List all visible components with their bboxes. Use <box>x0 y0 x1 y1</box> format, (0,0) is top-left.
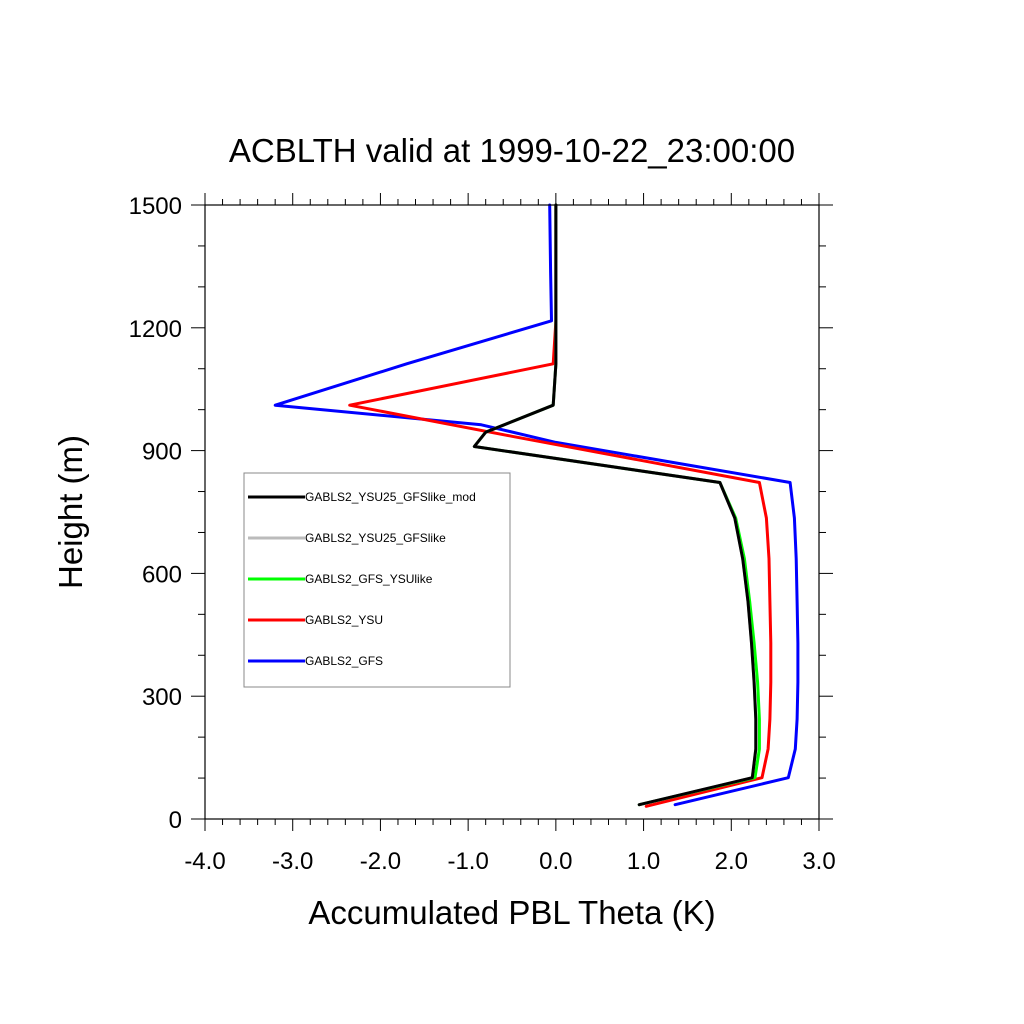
y-tick-label: 0 <box>169 807 182 834</box>
legend: GABLS2_YSU25_GFSlike_mod GABLS2_YSU25_GFS… <box>243 472 511 688</box>
x-tick-label: -4.0 <box>184 848 225 875</box>
y-tick-label: 300 <box>142 684 182 711</box>
tick-labels-group: -4.0 -3.0 -2.0 -1.0 0.0 1.0 2.0 3.0 0 300 600 900 12… <box>129 193 836 875</box>
y-tick-label: 900 <box>142 439 182 466</box>
plot-series-group <box>273 203 800 808</box>
legend-label-gabls2-gfs-ysulike: GABLS2_GFS_YSUlike <box>305 572 433 586</box>
legend-label-gabls2-ysu25-gfslike: GABLS2_YSU25_GFSlike <box>305 531 446 545</box>
axis-ticks-group <box>191 193 833 831</box>
x-tick-label: 1.0 <box>627 848 660 875</box>
series-line-gabls2-gfs <box>273 203 800 807</box>
legend-label-gabls2-gfs: GABLS2_GFS <box>305 654 383 668</box>
legend-label-gabls2-ysu25-gfslike-mod: GABLS2_YSU25_GFSlike_mod <box>305 490 476 504</box>
x-tick-label: -1.0 <box>447 848 488 875</box>
x-tick-label: -2.0 <box>360 848 401 875</box>
x-tick-label: 3.0 <box>802 848 835 875</box>
legend-label-gabls2-ysu: GABLS2_YSU <box>305 613 383 627</box>
x-axis-title: Accumulated PBL Theta (K) <box>308 894 715 931</box>
y-tick-label: 1200 <box>129 316 182 343</box>
y-tick-label: 1500 <box>129 193 182 220</box>
x-tick-label: -3.0 <box>272 848 313 875</box>
plot-frame <box>204 204 820 820</box>
series-line-gabls2-ysu25-gfslike-mod <box>472 203 758 807</box>
x-tick-label: 2.0 <box>715 848 748 875</box>
y-tick-label: 600 <box>142 561 182 588</box>
series-line-gabls2-ysu25-gfslike <box>472 203 758 807</box>
series-line-gabls2-gfs-ysulike <box>472 203 761 807</box>
chart-title: ACBLTH valid at 1999-10-22_23:00:00 <box>229 132 795 169</box>
x-tick-label: 0.0 <box>539 848 572 875</box>
y-axis-title: Height (m) <box>52 435 89 589</box>
